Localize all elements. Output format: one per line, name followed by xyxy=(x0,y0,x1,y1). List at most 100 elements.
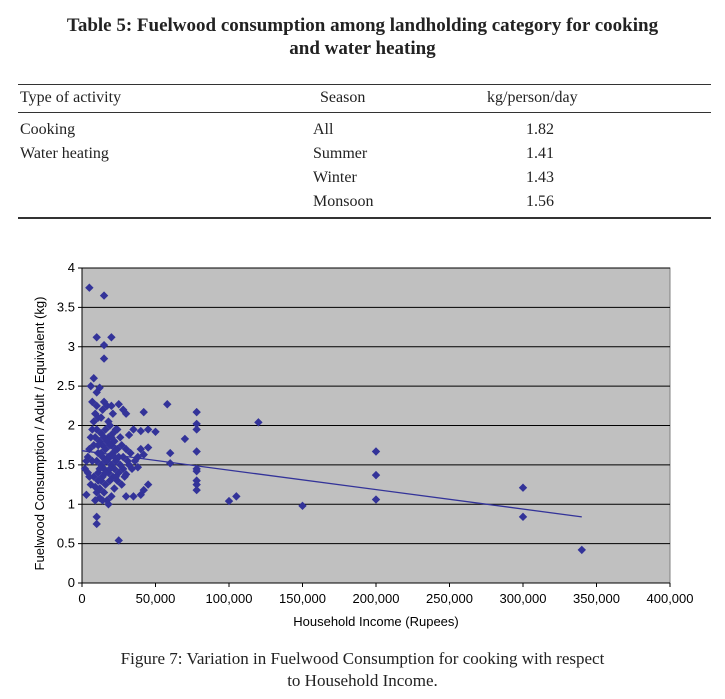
y-tick-label: 4 xyxy=(68,260,75,275)
data-point xyxy=(111,456,121,466)
data-point xyxy=(107,333,116,342)
data-point xyxy=(371,495,381,504)
data-point xyxy=(107,433,116,442)
data-point xyxy=(110,484,119,493)
data-point xyxy=(192,425,201,434)
data-point xyxy=(121,492,131,501)
data-point xyxy=(91,433,100,442)
data-point xyxy=(105,476,115,485)
data-point xyxy=(104,417,113,426)
x-tick-label: 100,000 xyxy=(206,591,253,606)
data-point xyxy=(192,480,201,489)
data-point xyxy=(99,354,109,363)
table-title-line-2: and water heating xyxy=(289,38,436,59)
data-point xyxy=(121,444,131,454)
data-point xyxy=(86,433,96,442)
data-point xyxy=(143,443,153,452)
scatter-chart: 0 0.5 1 1.5 2 2.5 3 3.5 4 0 50,000 100,000 150,000 20… xyxy=(32,260,694,629)
data-point xyxy=(85,444,94,454)
row-activity: Water heating xyxy=(20,145,109,162)
data-point xyxy=(93,413,103,422)
data-point xyxy=(371,447,381,456)
data-point xyxy=(105,464,115,474)
data-point xyxy=(88,425,97,434)
data-point xyxy=(192,466,201,476)
data-point xyxy=(123,456,132,466)
row-season: All xyxy=(313,121,334,138)
data-point xyxy=(93,468,103,477)
data-point xyxy=(102,437,112,446)
data-point xyxy=(577,545,586,555)
data-point xyxy=(95,464,104,474)
data-point xyxy=(371,470,381,480)
row-season: Summer xyxy=(313,145,368,162)
data-point xyxy=(107,492,116,501)
data-point xyxy=(92,425,101,434)
data-point xyxy=(91,496,100,505)
data-point xyxy=(133,463,143,472)
data-point xyxy=(518,512,528,522)
data-point xyxy=(98,405,107,414)
row-season: Monsoon xyxy=(313,193,374,210)
data-point xyxy=(98,496,107,505)
row-value: 1.56 xyxy=(526,193,554,210)
x-tick-label: 250,000 xyxy=(426,591,473,606)
data-point xyxy=(92,488,101,497)
data-point xyxy=(101,480,110,489)
data-point xyxy=(105,440,115,450)
data-point xyxy=(101,468,110,477)
data-point xyxy=(92,519,101,529)
data-point xyxy=(133,452,143,462)
y-tick-label: 3 xyxy=(68,339,75,354)
data-point xyxy=(166,448,175,458)
data-point xyxy=(113,476,122,485)
data-point xyxy=(92,512,101,522)
data-point xyxy=(136,490,145,499)
x-tick-label: 200,000 xyxy=(353,591,400,606)
data-point xyxy=(126,448,135,458)
data-point xyxy=(92,333,101,342)
data-point xyxy=(108,429,118,438)
figure-caption-line-1: Figure 7: Variation in Fuelwood Consumpt… xyxy=(120,649,605,668)
data-point xyxy=(114,400,123,409)
data-point xyxy=(163,400,172,409)
data-point xyxy=(101,425,110,434)
row-activity: Cooking xyxy=(20,121,76,138)
data-point xyxy=(143,480,153,489)
data-point xyxy=(99,291,109,300)
data-point xyxy=(99,464,109,474)
header-season: Season xyxy=(320,89,366,106)
data-point xyxy=(129,492,138,501)
table-title-line-1: Table 5: Fuelwood consumption among land… xyxy=(66,15,659,36)
figure-caption: Figure 7: Variation in Fuelwood Consumpt… xyxy=(0,648,725,692)
data-point xyxy=(143,425,153,434)
y-tick-label: 2 xyxy=(68,418,75,433)
data-point xyxy=(192,407,201,417)
data-point xyxy=(116,460,125,470)
figure-caption-line-2: to Household Income. xyxy=(287,671,438,690)
data-point xyxy=(118,464,128,474)
y-tick-label: 0 xyxy=(68,575,75,590)
y-tick-label: 1 xyxy=(68,496,75,511)
table-header-rule xyxy=(18,112,711,113)
data-point xyxy=(92,456,101,466)
data-point xyxy=(114,468,123,477)
y-tick-label: 2.5 xyxy=(57,378,75,393)
data-point xyxy=(192,419,201,429)
x-tick-label: 50,000 xyxy=(136,591,176,606)
header-kg: kg/person/day xyxy=(487,89,578,106)
data-point xyxy=(88,456,97,466)
data-point xyxy=(108,409,118,418)
data-point xyxy=(108,448,118,458)
data-point xyxy=(110,437,119,446)
data-point xyxy=(80,464,90,474)
data-point xyxy=(99,397,109,407)
data-point xyxy=(92,401,101,411)
y-axis-label: Fuelwood Consumption / Adult / Equivalen… xyxy=(32,297,47,571)
data-point xyxy=(89,472,98,481)
data-point xyxy=(104,452,113,462)
data-point xyxy=(111,444,121,454)
data-point xyxy=(82,456,91,466)
data-point xyxy=(113,425,122,434)
table-title: Table 5: Fuelwood consumption among land… xyxy=(0,14,725,60)
